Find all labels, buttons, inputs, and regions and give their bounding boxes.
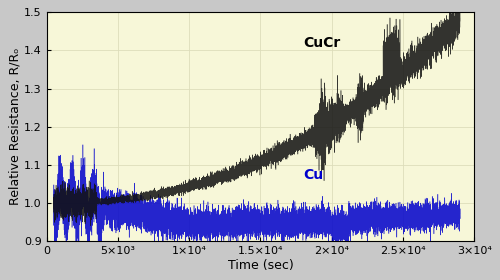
X-axis label: Time (sec): Time (sec) — [228, 259, 294, 272]
Y-axis label: Relative Resistance, R/Rₒ: Relative Resistance, R/Rₒ — [8, 48, 22, 205]
Text: CuCr: CuCr — [303, 36, 341, 50]
Text: Cu: Cu — [303, 168, 324, 182]
